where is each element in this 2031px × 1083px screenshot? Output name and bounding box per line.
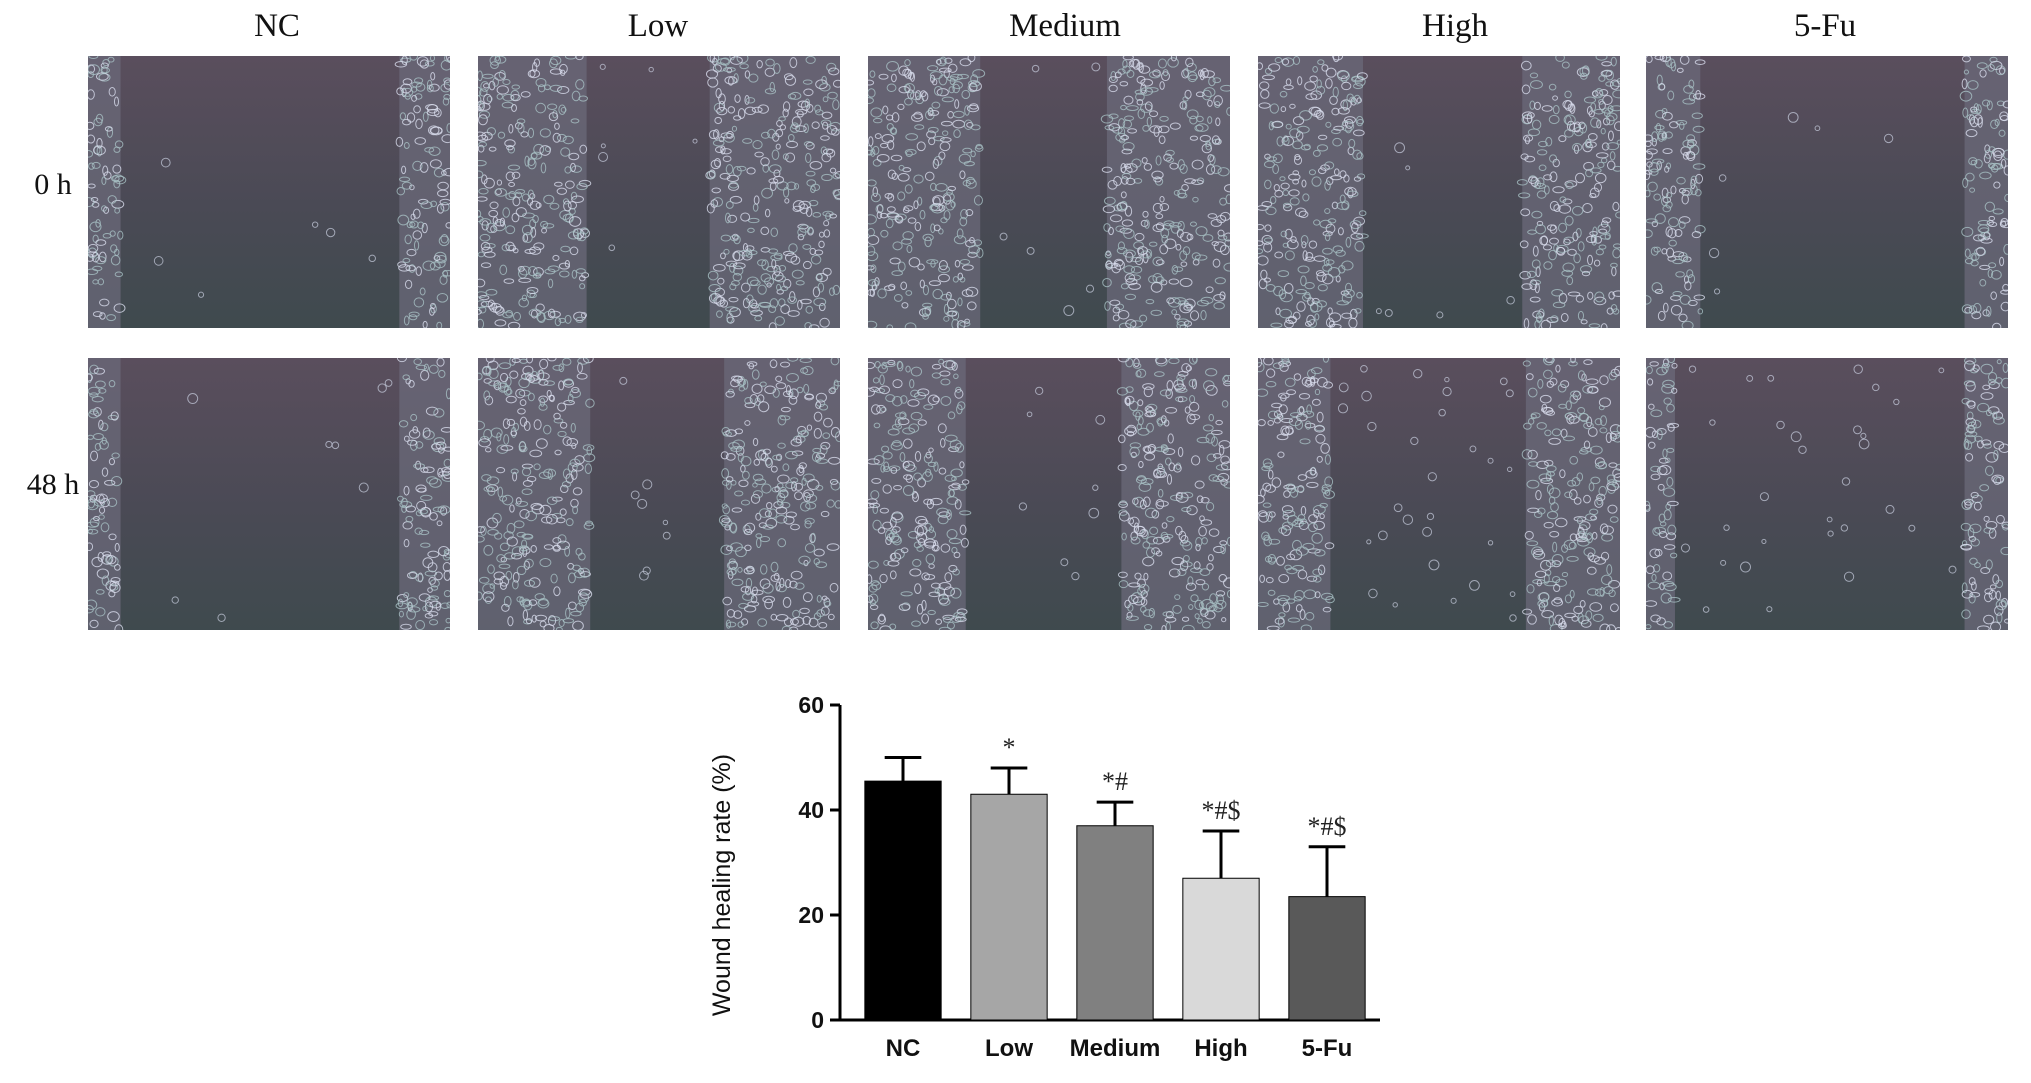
column-label-5fu: 5-Fu [1793,8,1857,44]
y-tick-label-3: 60 [798,692,824,718]
micrograph-5fu-48h [1646,358,2008,630]
x-tick-label-nc: NC [886,1035,921,1062]
significance-low: * [1003,733,1016,762]
micrograph-medium-0h [868,56,1230,328]
micrograph-high-48h [1258,358,1620,630]
micrograph-nc-0h [88,56,450,328]
bar-5fu [1288,896,1366,1021]
micrograph-low-48h [478,358,840,630]
micrograph-medium-48h [868,358,1230,630]
bar-high [1182,877,1260,1021]
significance-high: *#$ [1202,796,1241,825]
micrograph-low-0h [478,56,840,328]
column-label-high: High [1422,8,1488,44]
column-label-medium: Medium [1009,8,1121,44]
wound-healing-bar-chart: Wound healing rate (%) 0 20 40 60 NC Low * Medi… [708,692,1380,1062]
column-label-nc: NC [254,8,300,44]
bar-medium [1076,825,1154,1021]
bar-nc [864,780,942,1021]
micrograph-high-0h [1258,56,1620,328]
row-label-0h: 0 h [34,168,72,201]
column-label-low: Low [627,8,689,44]
bar-low [970,793,1048,1021]
x-tick-label-medium: Medium [1070,1035,1161,1062]
micrograph-nc-48h [88,358,450,630]
x-tick-label-high: High [1194,1035,1247,1062]
significance-5fu: *#$ [1308,812,1347,841]
y-tick-label-0: 0 [811,1007,824,1033]
row-label-48h: 48 h [26,468,80,501]
x-tick-label-low: Low [985,1035,1033,1062]
y-tick-label-2: 40 [798,797,824,823]
y-tick-label-1: 20 [798,902,824,928]
significance-medium: *# [1102,767,1128,796]
y-axis-label: Wound healing rate (%) [708,754,736,1016]
x-tick-label-5fu: 5-Fu [1302,1035,1353,1062]
micrograph-5fu-0h [1646,56,2008,328]
